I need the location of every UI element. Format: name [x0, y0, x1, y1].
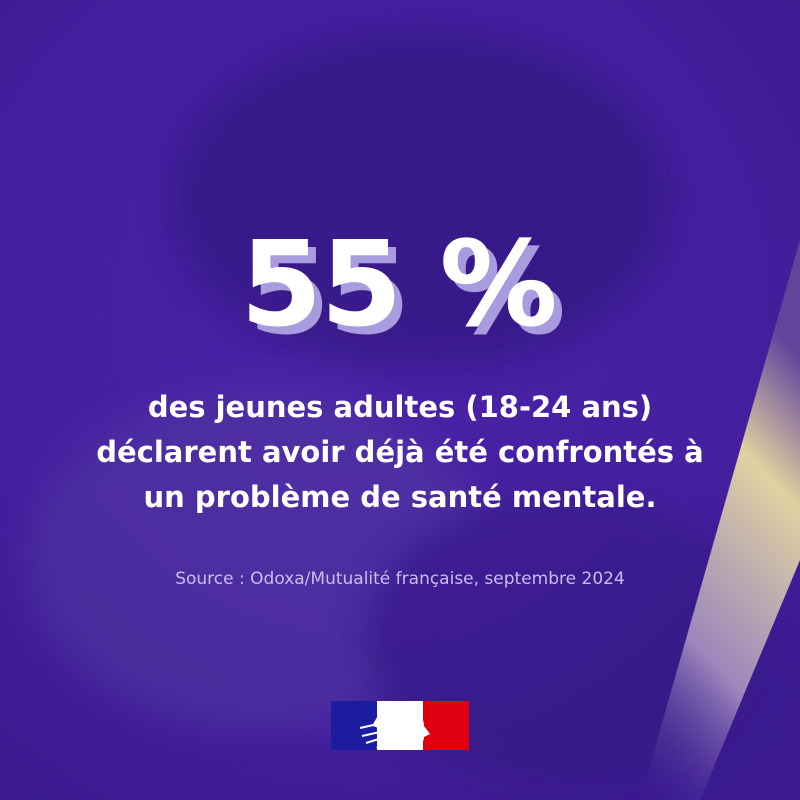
light-streak	[640, 240, 800, 800]
photo-shade	[30, 30, 760, 790]
source: Source : Odoxa/Mutualité française, sept…	[175, 569, 625, 589]
logo	[331, 701, 469, 750]
body-line: des jeunes adultes (18-24 ans)	[148, 390, 652, 424]
body-line: un problème de santé mentale.	[144, 480, 657, 514]
body-line: déclarent avoir déjà été confrontés à	[96, 435, 703, 469]
headline: 55 %	[240, 215, 556, 353]
headline-shadow: 55 %	[248, 223, 564, 361]
